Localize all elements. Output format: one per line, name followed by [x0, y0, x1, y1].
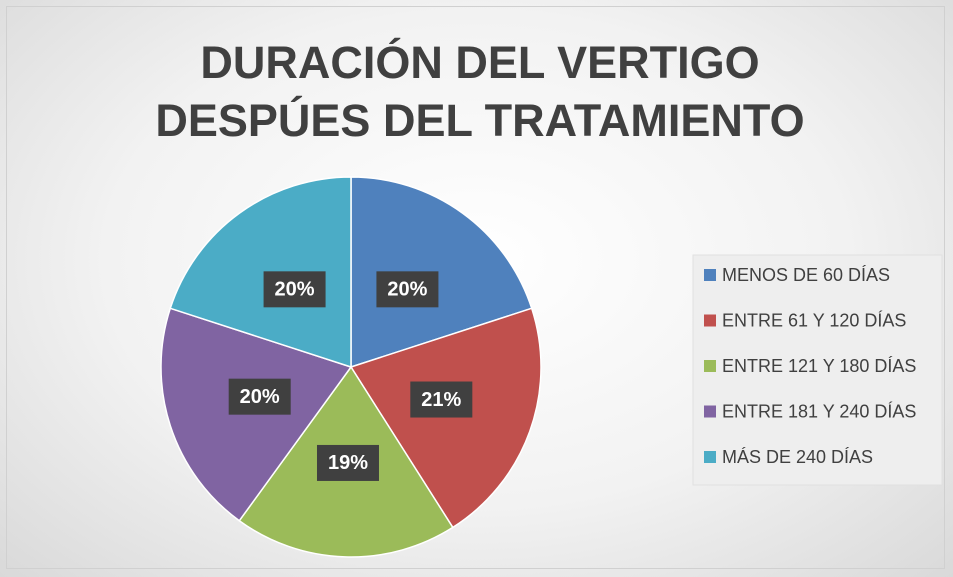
legend-label: MÁS DE 240 DÍAS — [722, 447, 873, 467]
legend-swatch — [704, 269, 716, 281]
legend-label: ENTRE 181 Y 240 DÍAS — [722, 401, 916, 421]
data-label-box — [316, 444, 379, 481]
legend-swatch — [704, 314, 716, 327]
pie-slice — [169, 176, 352, 369]
legend-label: ENTRE 121 Y 180 DÍAS — [722, 356, 916, 376]
pie-slice — [349, 307, 542, 529]
data-label: 21% — [421, 389, 461, 411]
data-label-box — [410, 381, 473, 418]
chart-title: DURACIÓN DEL VERTIGO DESPÚES DEL TRATAMI… — [155, 37, 805, 146]
legend-box — [692, 254, 943, 486]
data-label: 20% — [387, 279, 427, 301]
data-label: 19% — [328, 452, 368, 474]
pie-slice — [350, 176, 533, 369]
data-label: 20% — [275, 279, 315, 301]
data-label: 20% — [240, 386, 280, 408]
data-label-box — [228, 378, 291, 415]
chart-border — [6, 6, 945, 569]
legend-label: ENTRE 61 Y 120 DÍAS — [722, 310, 906, 330]
legend-swatch — [704, 405, 716, 418]
legend-swatch — [704, 451, 716, 463]
legend-swatch — [704, 360, 716, 372]
legend-label: MENOS DE 60 DÍAS — [722, 265, 890, 285]
data-label-box — [376, 271, 439, 308]
data-label-box — [263, 271, 326, 308]
